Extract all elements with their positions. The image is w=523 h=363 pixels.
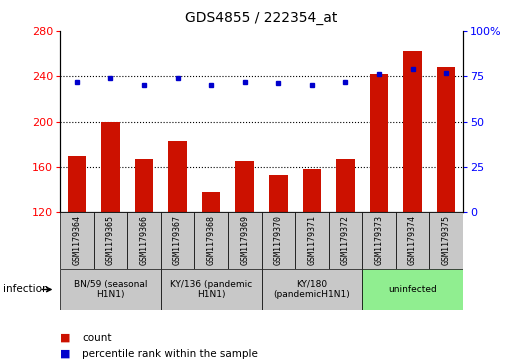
- Text: GSM1179374: GSM1179374: [408, 216, 417, 265]
- Text: KY/136 (pandemic
H1N1): KY/136 (pandemic H1N1): [170, 280, 252, 299]
- Bar: [403, 51, 422, 212]
- Bar: [67, 156, 86, 212]
- Bar: [262, 269, 362, 310]
- Text: GSM1179364: GSM1179364: [72, 216, 82, 265]
- Bar: [437, 67, 456, 212]
- Bar: [362, 269, 463, 310]
- Text: GDS4855 / 222354_at: GDS4855 / 222354_at: [185, 11, 338, 25]
- Bar: [303, 169, 321, 212]
- Bar: [362, 212, 396, 269]
- Text: infection: infection: [3, 285, 48, 294]
- Bar: [295, 212, 328, 269]
- Bar: [328, 212, 362, 269]
- Text: ■: ■: [60, 349, 74, 359]
- Bar: [202, 192, 220, 212]
- Text: GSM1179371: GSM1179371: [308, 216, 316, 265]
- Bar: [161, 269, 262, 310]
- Bar: [60, 212, 94, 269]
- Text: ■: ■: [60, 333, 74, 343]
- Bar: [396, 212, 429, 269]
- Bar: [235, 161, 254, 212]
- Text: GSM1179375: GSM1179375: [441, 216, 451, 265]
- Text: KY/180
(pandemicH1N1): KY/180 (pandemicH1N1): [274, 280, 350, 299]
- Bar: [135, 159, 153, 212]
- Text: GSM1179366: GSM1179366: [140, 216, 149, 265]
- Text: count: count: [82, 333, 111, 343]
- Text: GSM1179372: GSM1179372: [341, 216, 350, 265]
- Text: percentile rank within the sample: percentile rank within the sample: [82, 349, 258, 359]
- Bar: [94, 212, 127, 269]
- Text: uninfected: uninfected: [388, 285, 437, 294]
- Bar: [269, 175, 288, 212]
- Bar: [262, 212, 295, 269]
- Bar: [228, 212, 262, 269]
- Bar: [60, 269, 161, 310]
- Text: GSM1179370: GSM1179370: [274, 216, 283, 265]
- Bar: [101, 122, 120, 212]
- Bar: [127, 212, 161, 269]
- Bar: [161, 212, 195, 269]
- Text: GSM1179367: GSM1179367: [173, 216, 182, 265]
- Bar: [429, 212, 463, 269]
- Bar: [370, 74, 388, 212]
- Bar: [195, 212, 228, 269]
- Text: GSM1179369: GSM1179369: [240, 216, 249, 265]
- Text: GSM1179373: GSM1179373: [374, 216, 383, 265]
- Text: GSM1179368: GSM1179368: [207, 216, 215, 265]
- Text: GSM1179365: GSM1179365: [106, 216, 115, 265]
- Bar: [168, 141, 187, 212]
- Text: BN/59 (seasonal
H1N1): BN/59 (seasonal H1N1): [74, 280, 147, 299]
- Bar: [336, 159, 355, 212]
